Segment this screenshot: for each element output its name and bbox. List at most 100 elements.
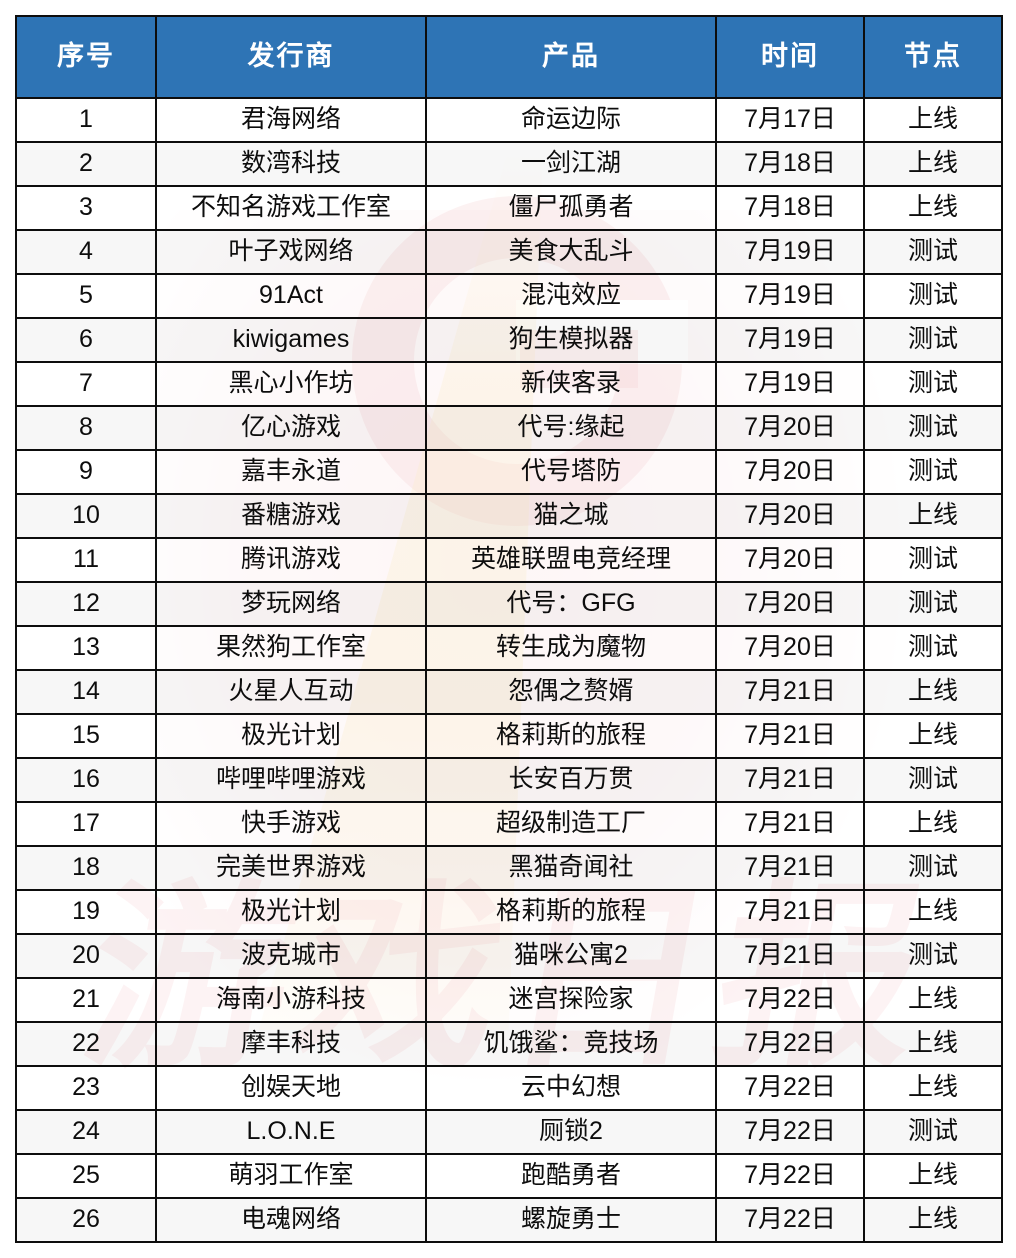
cell-node: 测试 — [863, 845, 1003, 891]
cell-node: 上线 — [863, 1197, 1003, 1243]
table-row: 20 波克城市 猫咪公寓2 7月21日 测试 — [15, 933, 1003, 979]
cell-node: 上线 — [863, 141, 1003, 187]
table-row: 25 萌羽工作室 跑酷勇者 7月22日 上线 — [15, 1153, 1003, 1199]
column-header-index: 序号 — [15, 15, 157, 99]
cell-publisher: 海南小游科技 — [155, 977, 427, 1023]
cell-publisher: 火星人互动 — [155, 669, 427, 715]
cell-time: 7月17日 — [715, 97, 865, 143]
cell-time: 7月22日 — [715, 1197, 865, 1243]
cell-publisher: 极光计划 — [155, 713, 427, 759]
cell-product: 僵尸孤勇者 — [425, 185, 717, 231]
column-header-node: 节点 — [863, 15, 1003, 99]
game-release-schedule-table: 序号 发行商 产品 时间 节点 1 君海网络 命运边际 7月17日 上线 2 数湾科技 一剑江… — [15, 15, 1003, 1243]
cell-product: 代号:缘起 — [425, 405, 717, 451]
cell-product: 格莉斯的旅程 — [425, 889, 717, 935]
cell-product: 新侠客录 — [425, 361, 717, 407]
table-row: 16 哔哩哔哩游戏 长安百万贯 7月21日 测试 — [15, 757, 1003, 803]
cell-product: 厕锁2 — [425, 1109, 717, 1155]
cell-index: 20 — [15, 933, 157, 979]
cell-node: 测试 — [863, 229, 1003, 275]
cell-index: 14 — [15, 669, 157, 715]
cell-publisher: 梦玩网络 — [155, 581, 427, 627]
cell-time: 7月20日 — [715, 581, 865, 627]
cell-publisher: 快手游戏 — [155, 801, 427, 847]
cell-publisher: 数湾科技 — [155, 141, 427, 187]
table-row: 11 腾讯游戏 英雄联盟电竞经理 7月20日 测试 — [15, 537, 1003, 583]
cell-publisher: 腾讯游戏 — [155, 537, 427, 583]
column-header-product: 产品 — [425, 15, 717, 99]
cell-time: 7月21日 — [715, 669, 865, 715]
cell-time: 7月20日 — [715, 537, 865, 583]
table-row: 17 快手游戏 超级制造工厂 7月21日 上线 — [15, 801, 1003, 847]
cell-time: 7月22日 — [715, 1021, 865, 1067]
cell-publisher: 叶子戏网络 — [155, 229, 427, 275]
cell-index: 15 — [15, 713, 157, 759]
cell-index: 3 — [15, 185, 157, 231]
table-row: 26 电魂网络 螺旋勇士 7月22日 上线 — [15, 1197, 1003, 1243]
cell-node: 测试 — [863, 449, 1003, 495]
cell-product: 猫咪公寓2 — [425, 933, 717, 979]
cell-publisher: 电魂网络 — [155, 1197, 427, 1243]
cell-index: 9 — [15, 449, 157, 495]
cell-node: 上线 — [863, 1065, 1003, 1111]
cell-node: 测试 — [863, 1109, 1003, 1155]
table-row: 1 君海网络 命运边际 7月17日 上线 — [15, 97, 1003, 143]
cell-index: 7 — [15, 361, 157, 407]
cell-time: 7月21日 — [715, 889, 865, 935]
cell-publisher: 君海网络 — [155, 97, 427, 143]
table-header: 序号 发行商 产品 时间 节点 — [15, 15, 1003, 99]
cell-node: 上线 — [863, 97, 1003, 143]
cell-publisher: 创娱天地 — [155, 1065, 427, 1111]
cell-node: 测试 — [863, 405, 1003, 451]
cell-product: 螺旋勇士 — [425, 1197, 717, 1243]
cell-publisher: 哔哩哔哩游戏 — [155, 757, 427, 803]
table-row: 13 果然狗工作室 转生成为魔物 7月20日 测试 — [15, 625, 1003, 671]
cell-node: 上线 — [863, 889, 1003, 935]
column-header-publisher: 发行商 — [155, 15, 427, 99]
table-row: 3 不知名游戏工作室 僵尸孤勇者 7月18日 上线 — [15, 185, 1003, 231]
table-row: 22 摩丰科技 饥饿鲨：竞技场 7月22日 上线 — [15, 1021, 1003, 1067]
cell-time: 7月19日 — [715, 229, 865, 275]
cell-node: 上线 — [863, 977, 1003, 1023]
cell-publisher: 不知名游戏工作室 — [155, 185, 427, 231]
table-row: 6 kiwigames 狗生模拟器 7月19日 测试 — [15, 317, 1003, 363]
cell-product: 美食大乱斗 — [425, 229, 717, 275]
cell-index: 8 — [15, 405, 157, 451]
cell-time: 7月19日 — [715, 273, 865, 319]
table-row: 10 番糖游戏 猫之城 7月20日 上线 — [15, 493, 1003, 539]
table-row: 23 创娱天地 云中幻想 7月22日 上线 — [15, 1065, 1003, 1111]
cell-node: 上线 — [863, 493, 1003, 539]
cell-index: 22 — [15, 1021, 157, 1067]
cell-product: 混沌效应 — [425, 273, 717, 319]
cell-index: 21 — [15, 977, 157, 1023]
cell-time: 7月22日 — [715, 1109, 865, 1155]
cell-index: 1 — [15, 97, 157, 143]
cell-node: 测试 — [863, 537, 1003, 583]
cell-index: 16 — [15, 757, 157, 803]
cell-publisher: 嘉丰永道 — [155, 449, 427, 495]
table-row: 2 数湾科技 一剑江湖 7月18日 上线 — [15, 141, 1003, 187]
cell-index: 11 — [15, 537, 157, 583]
table-header-row: 序号 发行商 产品 时间 节点 — [15, 15, 1003, 99]
cell-publisher: kiwigames — [155, 317, 427, 363]
cell-node: 测试 — [863, 361, 1003, 407]
cell-product: 一剑江湖 — [425, 141, 717, 187]
table-row: 5 91Act 混沌效应 7月19日 测试 — [15, 273, 1003, 319]
cell-product: 猫之城 — [425, 493, 717, 539]
cell-index: 10 — [15, 493, 157, 539]
cell-time: 7月20日 — [715, 493, 865, 539]
cell-time: 7月19日 — [715, 317, 865, 363]
table-body: 1 君海网络 命运边际 7月17日 上线 2 数湾科技 一剑江湖 7月18日 上线 3 不知名游戏工作… — [15, 97, 1003, 1243]
table-row: 9 嘉丰永道 代号塔防 7月20日 测试 — [15, 449, 1003, 495]
cell-product: 黑猫奇闻社 — [425, 845, 717, 891]
cell-publisher: 极光计划 — [155, 889, 427, 935]
cell-product: 代号塔防 — [425, 449, 717, 495]
cell-node: 测试 — [863, 933, 1003, 979]
cell-publisher: 摩丰科技 — [155, 1021, 427, 1067]
cell-product: 迷宫探险家 — [425, 977, 717, 1023]
table-row: 19 极光计划 格莉斯的旅程 7月21日 上线 — [15, 889, 1003, 935]
cell-node: 测试 — [863, 625, 1003, 671]
cell-time: 7月20日 — [715, 625, 865, 671]
cell-time: 7月21日 — [715, 757, 865, 803]
cell-index: 25 — [15, 1153, 157, 1199]
